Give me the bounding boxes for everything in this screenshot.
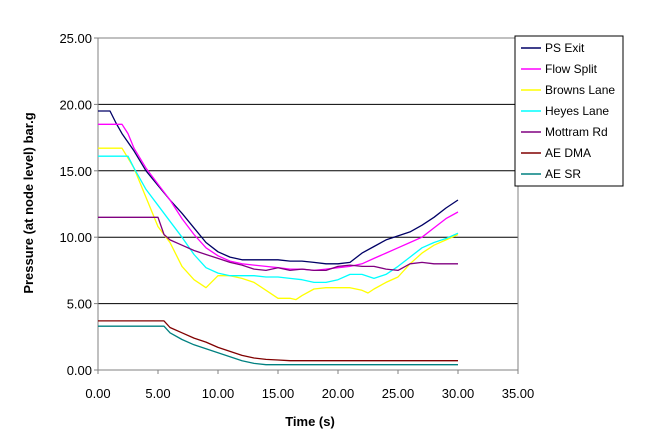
series-lines — [98, 110, 459, 366]
legend-label-flow-split: Flow Split — [545, 62, 598, 76]
x-tick-label-5: 25.00 — [382, 386, 415, 401]
x-tick-label-1: 5.00 — [145, 386, 170, 401]
x-axis-ticks: 0.00 5.00 10.00 15.00 20.00 25.00 30.00 35.00 — [85, 370, 534, 401]
x-tick-label-2: 10.00 — [202, 386, 235, 401]
legend-label-mottram-rd: Mottram Rd — [545, 125, 608, 139]
y-axis-title: Pressure (at node level) bar.g — [21, 112, 36, 293]
y-tick-label-0: 0.00 — [67, 363, 92, 378]
x-tick-label-0: 0.00 — [85, 386, 110, 401]
legend-label-ae-sr: AE SR — [545, 167, 581, 181]
legend-label-ae-dma: AE DMA — [545, 146, 591, 160]
x-tick-label-7: 35.00 — [502, 386, 535, 401]
x-axis-title: Time (s) — [285, 414, 335, 429]
x-tick-label-3: 15.00 — [262, 386, 295, 401]
legend-label-ps-exit: PS Exit — [545, 41, 585, 55]
y-tick-label-3: 15.00 — [59, 164, 92, 179]
series-line-ps-exit — [98, 110, 459, 265]
gridlines — [97, 37, 518, 371]
x-tick-label-6: 30.00 — [442, 386, 475, 401]
legend-label-browns-lane: Browns Lane — [545, 83, 615, 97]
x-tick-label-4: 20.00 — [322, 386, 355, 401]
y-tick-label-4: 20.00 — [59, 97, 92, 112]
y-tick-label-2: 10.00 — [59, 230, 92, 245]
series-line-browns-lane — [98, 147, 459, 301]
series-line-ae-sr — [98, 325, 458, 366]
series-line-mottram-rd — [98, 216, 458, 272]
legend-items: PS Exit Flow Split Browns Lane Heyes Lane Mo… — [521, 41, 615, 181]
y-axis-ticks: 0.00 5.00 10.00 15.00 20.00 25.00 — [59, 31, 98, 378]
legend-label-heyes-lane: Heyes Lane — [545, 104, 609, 118]
y-tick-label-1: 5.00 — [67, 297, 92, 312]
series-line-ae-dma — [98, 320, 458, 362]
series-line-heyes-lane — [98, 155, 459, 284]
plot-area-frame — [97, 37, 519, 371]
y-tick-label-5: 25.00 — [59, 31, 92, 46]
legend: PS Exit Flow Split Browns Lane Heyes Lane Mo… — [514, 35, 624, 187]
